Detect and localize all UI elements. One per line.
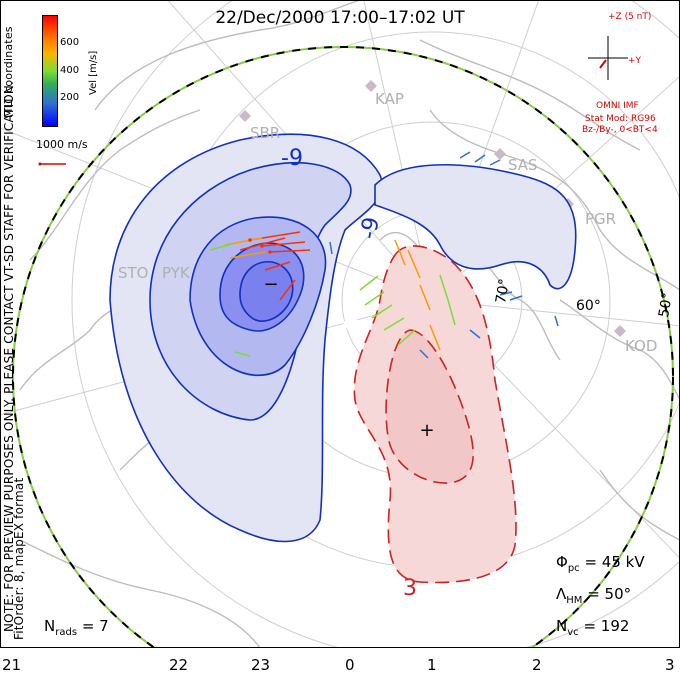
velocity-vectors [209,151,559,359]
mlt-label: 21 [2,656,22,674]
imf-source: OMNI IMF [596,101,639,111]
contour-label: 3 [403,576,417,601]
stat-symbol: N [44,617,56,635]
imf-y-label: +Y [628,56,642,66]
station-label: PYK [162,264,190,282]
station-label: STO [118,264,149,282]
imf-clock-dial [588,36,628,80]
colorbar-tick: 400 [60,65,80,76]
stat-value: = 192 [583,617,630,635]
mlt-label: 3 [665,656,675,674]
dawn-convection-cell [353,245,517,584]
mlt-label: 0 [345,656,355,674]
radar-count: Nrads = 7 [44,617,109,638]
scale-vector-label: 1000 m/s [36,138,88,151]
potential-minimum-marker: − [263,274,278,295]
mlt-label: 2 [532,656,542,674]
stat-symbol: N [556,617,568,635]
stat-symbol: Λ [556,585,567,603]
stat-subscript: pc [567,563,580,574]
contour-label: -9 [356,215,384,241]
stat-value: = 50° [587,585,632,603]
colorbar-tick: 200 [60,92,80,103]
station-label: SAS [508,156,538,174]
mlt-label: 22 [169,656,189,674]
station-label: PGR [585,210,617,228]
contour-label: -9 [281,146,303,171]
imf-condition: Bz-/By-, 0<BT<4 [582,125,658,135]
stat-subscript: vc [567,627,579,638]
station-label: KOD [625,337,658,355]
stat-value: = 45 kV [584,553,645,571]
colorbar-tick: 600 [60,37,80,48]
vector-count: Nvc = 192 [556,617,629,638]
hmb-latitude: ΛHM = 50° [556,585,631,606]
stat-model: Stat Mod: RG96 [585,114,656,124]
fit-order-label: FitOrder: 8, mapEX format [12,477,26,640]
latitude-label: 60° [576,298,601,314]
velocity-colorbar [42,15,58,127]
heppner-maynard-boundary [12,46,674,648]
mlt-label: 1 [427,656,437,674]
potential-maximum-marker: + [419,420,434,441]
coastlines [19,0,680,648]
stat-subscript: rads [55,627,78,638]
mlt-label: 23 [251,656,271,674]
station-label: KAP [375,90,404,108]
stat-symbol: Φ [556,553,568,571]
cross-polar-potential: Φpc = 45 kV [556,553,645,574]
stat-subscript: HM [566,595,583,606]
imf-z-label: +Z (5 nT) [608,12,652,22]
page-title: 22/Dec/2000 17:00–17:02 UT [215,8,465,28]
station-label: SBR [250,124,281,142]
stat-value: = 7 [81,617,109,635]
colorbar-label: Vel [m/s] [88,50,99,95]
data-gap [343,318,359,330]
scale-vector [38,162,66,166]
